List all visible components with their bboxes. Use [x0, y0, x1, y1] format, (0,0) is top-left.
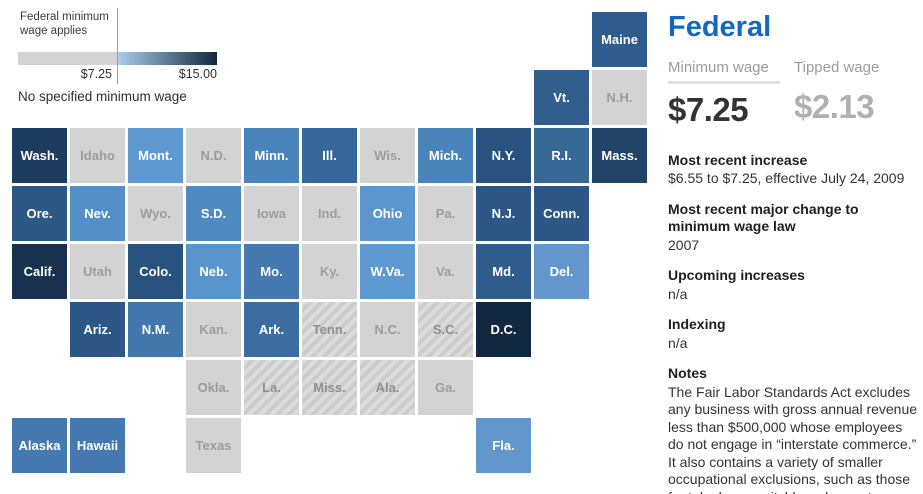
legend-federal-label: Federal minimum wage applies [20, 11, 109, 37]
section-body: n/a [668, 285, 688, 302]
state-tile-texas[interactable]: Texas [186, 418, 241, 473]
section-heading: Indexing [668, 316, 726, 333]
legend-max-tick: $15.00 [178, 67, 217, 81]
state-tile-ri[interactable]: R.I. [534, 128, 589, 183]
state-tile-tenn[interactable]: Tenn. [302, 302, 357, 357]
state-tile-ill[interactable]: Ill. [302, 128, 357, 183]
state-tile-la[interactable]: La. [244, 360, 299, 415]
section-body: $6.55 to $7.25, effective July 24, 2009 [668, 170, 905, 187]
section-heading: Most recent major change to minimum wage… [668, 200, 859, 235]
state-tile-nd[interactable]: N.D. [186, 128, 241, 183]
panel-section: Notes The Fair Labor Standards Act exclud… [668, 365, 920, 494]
tipped-wage-column: Tipped wage $2.13 [794, 59, 920, 129]
state-tile-dc[interactable]: D.C. [476, 302, 531, 357]
panel-section: Indexing n/a [668, 316, 920, 352]
legend-gradient-swatch [118, 52, 217, 65]
state-tile-wash[interactable]: Wash. [12, 128, 67, 183]
state-tile-idaho[interactable]: Idaho [70, 128, 125, 183]
state-tile-del[interactable]: Del. [534, 244, 589, 299]
section-heading: Notes [668, 365, 707, 382]
state-tile-minn[interactable]: Minn. [244, 128, 299, 183]
state-tile-hawaii[interactable]: Hawaii [70, 418, 125, 473]
state-tile-nev[interactable]: Nev. [70, 186, 125, 241]
state-tile-ariz[interactable]: Ariz. [70, 302, 125, 357]
state-tile-ny[interactable]: N.Y. [476, 128, 531, 183]
state-tile-miss[interactable]: Miss. [302, 360, 357, 415]
state-tile-ore[interactable]: Ore. [12, 186, 67, 241]
state-tile-nh[interactable]: N.H. [592, 70, 647, 125]
state-tile-mich[interactable]: Mich. [418, 128, 473, 183]
state-tile-conn[interactable]: Conn. [534, 186, 589, 241]
state-tile-nc[interactable]: N.C. [360, 302, 415, 357]
tipped-wage-value: $2.13 [794, 87, 875, 125]
minimum-wage-value: $7.25 [668, 90, 749, 128]
state-tile-va[interactable]: Va. [418, 244, 473, 299]
tab-tipped-wage[interactable]: Tipped wage [794, 58, 880, 76]
state-tile-wva[interactable]: W.Va. [360, 244, 415, 299]
section-heading: Upcoming increases [668, 267, 805, 284]
state-tile-colo[interactable]: Colo. [128, 244, 183, 299]
legend-no-wage-label: No specified minimum wage [18, 89, 187, 104]
state-tile-calif[interactable]: Calif. [12, 244, 67, 299]
state-tile-kan[interactable]: Kan. [186, 302, 241, 357]
state-tile-mont[interactable]: Mont. [128, 128, 183, 183]
state-tile-mass[interactable]: Mass. [592, 128, 647, 183]
wage-tabs-row: Minimum wage $7.25 Tipped wage $2.13 [668, 59, 920, 129]
state-tile-ark[interactable]: Ark. [244, 302, 299, 357]
state-tile-iowa[interactable]: Iowa [244, 186, 299, 241]
state-tile-ala[interactable]: Ala. [360, 360, 415, 415]
state-tile-pa[interactable]: Pa. [418, 186, 473, 241]
state-tile-ind[interactable]: Ind. [302, 186, 357, 241]
state-tile-ohio[interactable]: Ohio [360, 186, 415, 241]
state-tile-sd[interactable]: S.D. [186, 186, 241, 241]
section-heading: Most recent increase [668, 151, 808, 168]
section-body: The Fair Labor Standards Act excludes an… [668, 383, 918, 494]
section-body: n/a [668, 334, 688, 351]
panel-section: Most recent increase $6.55 to $7.25, effe… [668, 152, 920, 188]
panel-section: Upcoming increases n/a [668, 267, 920, 303]
panel-sections: Most recent increase $6.55 to $7.25, effe… [668, 152, 920, 494]
section-body: 2007 [668, 236, 700, 253]
state-tile-maine[interactable]: Maine [592, 12, 647, 67]
state-tile-md[interactable]: Md. [476, 244, 531, 299]
state-tile-utah[interactable]: Utah [70, 244, 125, 299]
state-tile-wis[interactable]: Wis. [360, 128, 415, 183]
state-tile-sc[interactable]: S.C. [418, 302, 473, 357]
legend-min-tick: $7.25 [80, 67, 112, 81]
state-tile-neb[interactable]: Neb. [186, 244, 241, 299]
page-title: Federal [668, 11, 772, 43]
state-tile-nj[interactable]: N.J. [476, 186, 531, 241]
state-tile-mo[interactable]: Mo. [244, 244, 299, 299]
state-tile-fla[interactable]: Fla. [476, 418, 531, 473]
state-tile-ky[interactable]: Ky. [302, 244, 357, 299]
legend-federal-swatch [18, 52, 117, 65]
state-tile-ga[interactable]: Ga. [418, 360, 473, 415]
state-tile-wyo[interactable]: Wyo. [128, 186, 183, 241]
detail-panel: Federal Minimum wage $7.25 Tipped wage $… [668, 11, 920, 494]
state-tile-okla[interactable]: Okla. [186, 360, 241, 415]
state-tile-alaska[interactable]: Alaska [12, 418, 67, 473]
state-tile-vt[interactable]: Vt. [534, 70, 589, 125]
state-tile-nm[interactable]: N.M. [128, 302, 183, 357]
legend-divider-line [117, 8, 118, 84]
minimum-wage-column: Minimum wage $7.25 [668, 59, 794, 129]
panel-section: Most recent major change to minimum wage… [668, 201, 920, 255]
tab-minimum-wage[interactable]: Minimum wage [668, 59, 780, 84]
